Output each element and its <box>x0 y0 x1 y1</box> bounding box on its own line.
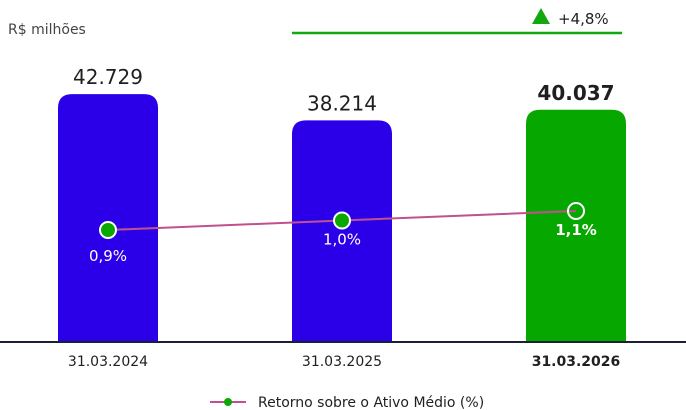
x-tick-label: 31.03.2026 <box>532 354 621 370</box>
roa-value-label: 0,9% <box>89 247 127 265</box>
legend-dot-icon <box>224 398 232 406</box>
bars-layer: 42.729 38.214 40.037 <box>58 65 626 343</box>
x-tick-labels: 31.03.2024 31.03.2025 31.03.2026 <box>68 354 620 370</box>
bar-31.03.2025 <box>292 120 392 343</box>
bar-31.03.2026 <box>526 109 626 342</box>
unit-label: R$ milhões <box>8 22 86 38</box>
bar-value-label: 38.214 <box>307 91 377 115</box>
bar-value-label: 42.729 <box>73 65 143 89</box>
growth-indicator: +4,8% <box>292 8 622 35</box>
growth-up-triangle-icon <box>532 8 550 24</box>
x-tick-label: 31.03.2024 <box>68 354 148 370</box>
roa-value-label: 1,1% <box>555 221 597 239</box>
roa-point <box>99 221 117 239</box>
legend-label: Retorno sobre o Ativo Médio (%) <box>258 395 484 410</box>
x-tick-label: 31.03.2025 <box>302 354 382 370</box>
growth-label: +4,8% <box>558 10 609 28</box>
bar-31.03.2024 <box>58 94 158 342</box>
roa-point <box>333 211 351 230</box>
legend: Retorno sobre o Ativo Médio (%) <box>210 395 484 410</box>
roa-point <box>567 202 585 220</box>
line-layer: 0,9% 1,0% 1,1% <box>89 202 597 265</box>
roa-value-label: 1,0% <box>323 231 361 249</box>
bar-value-label: 40.037 <box>537 81 614 105</box>
